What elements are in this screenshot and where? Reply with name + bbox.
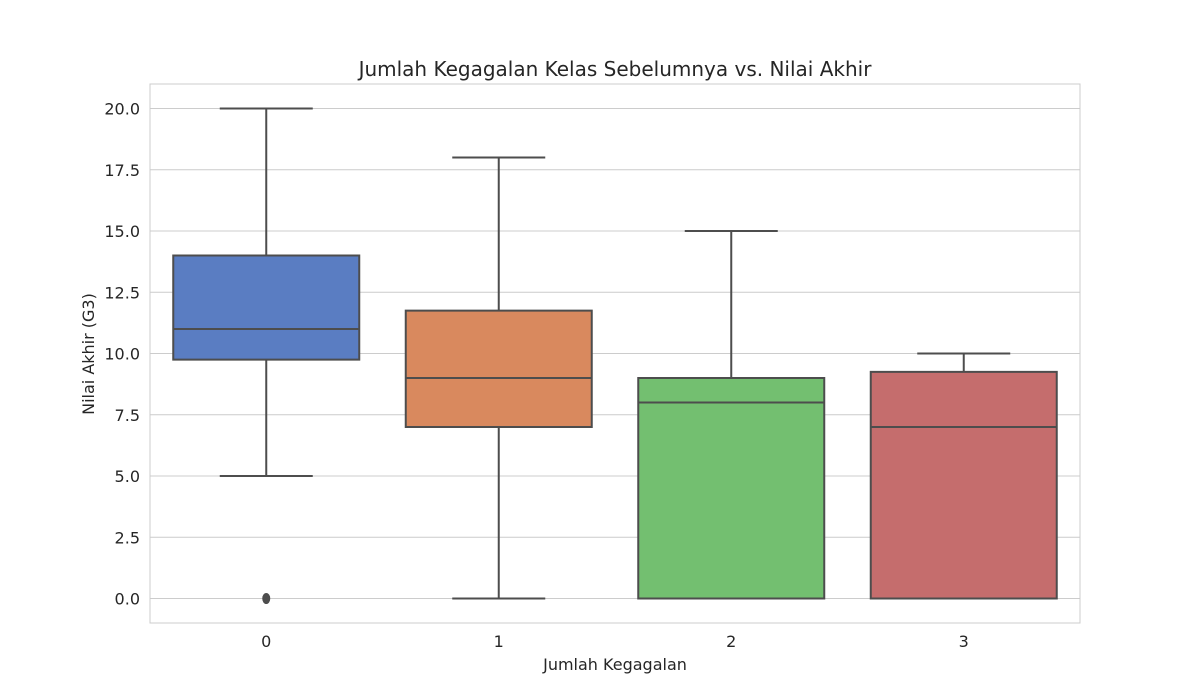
y-tick-label: 20.0 (104, 100, 140, 119)
boxes (172, 107, 1058, 604)
x-axis-label: Jumlah Kegagalan (542, 655, 687, 674)
y-tick-label: 12.5 (104, 283, 140, 302)
x-tick-label: 3 (959, 632, 969, 651)
outlier-point (262, 593, 271, 604)
iqr-box (869, 370, 1058, 600)
y-tick-label: 0.0 (115, 590, 140, 609)
y-tick-label: 2.5 (115, 528, 140, 547)
box-group-0 (172, 107, 361, 604)
y-tick-label: 7.5 (115, 406, 140, 425)
x-tick-label: 2 (726, 632, 736, 651)
y-tick-labels: 0.0 2.5 5.0 7.5 10.0 12.5 15.0 17.5 20.0 (104, 100, 140, 609)
iqr-box (404, 309, 593, 428)
y-axis-label: Nilai Akhir (G3) (79, 293, 98, 415)
x-tick-label: 0 (261, 632, 271, 651)
y-tick-label: 10.0 (104, 345, 140, 364)
y-tick-label: 5.0 (115, 467, 140, 486)
y-tick-label: 17.5 (104, 161, 140, 180)
iqr-box (637, 377, 826, 600)
x-tick-label: 1 (494, 632, 504, 651)
box-group-2 (637, 230, 826, 600)
y-tick-label: 15.0 (104, 222, 140, 241)
x-tick-labels: 0 1 2 3 (261, 632, 969, 651)
box-group-3 (869, 352, 1058, 600)
plot-frame (149, 83, 1081, 624)
iqr-box (172, 254, 361, 361)
chart-title: Jumlah Kegagalan Kelas Sebelumnya vs. Ni… (357, 57, 873, 81)
box-group-1 (404, 156, 593, 600)
